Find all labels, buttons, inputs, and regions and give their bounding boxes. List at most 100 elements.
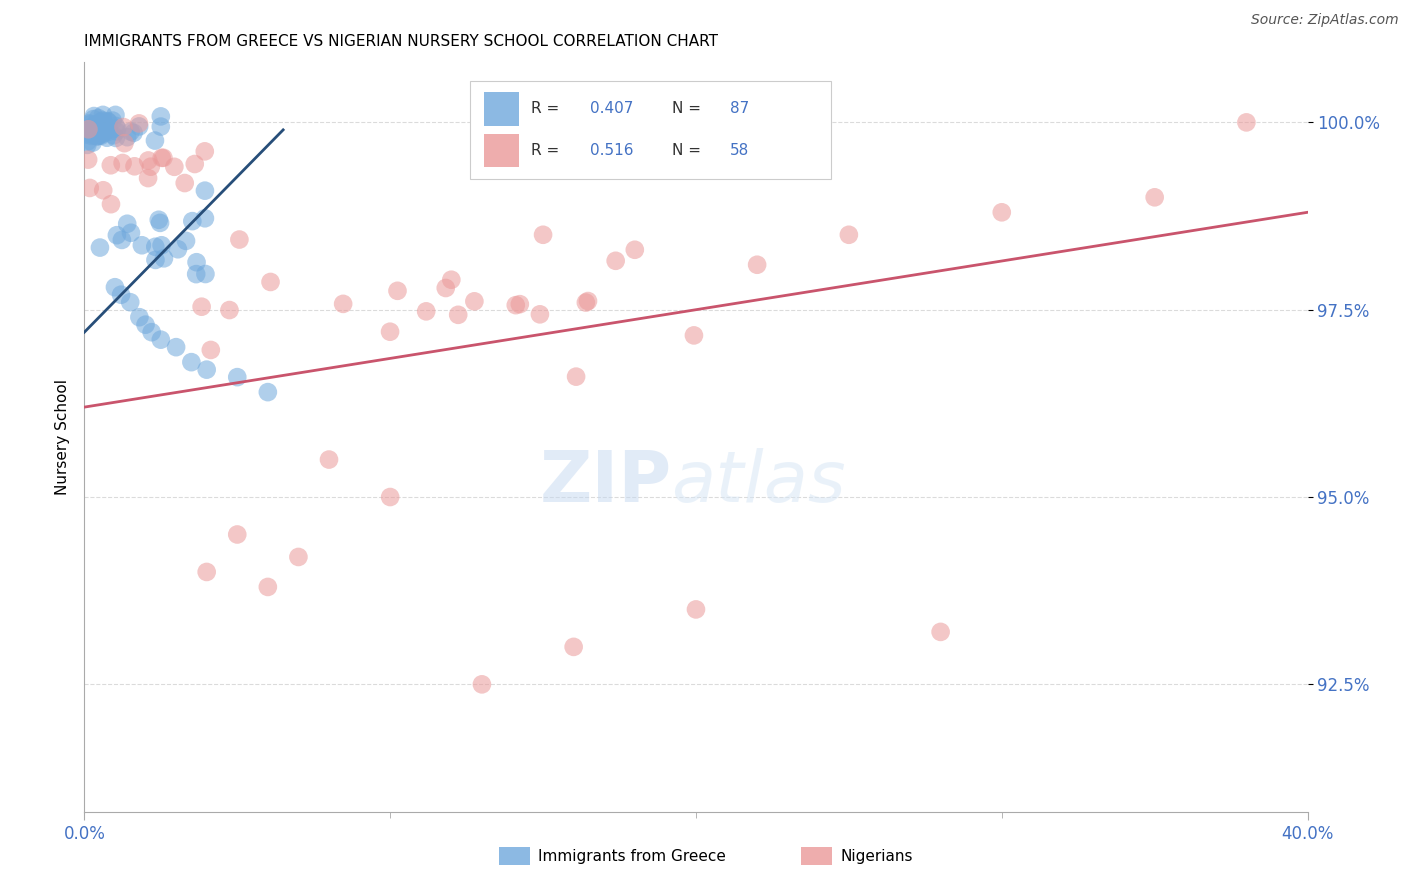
Point: [149, 120, 172, 134]
Point: [167, 242, 190, 256]
Point: [257, 385, 280, 400]
Point: [228, 233, 250, 247]
Text: R =: R =: [531, 102, 564, 116]
Point: [149, 109, 172, 123]
Point: [259, 275, 281, 289]
Point: [136, 153, 159, 168]
Point: [128, 310, 150, 325]
Point: [163, 160, 186, 174]
Point: [87, 111, 110, 125]
Point: [131, 238, 153, 252]
Point: [318, 452, 340, 467]
Point: [531, 227, 554, 242]
Point: [105, 228, 128, 243]
Point: [380, 490, 402, 504]
Point: [332, 297, 354, 311]
Bar: [470, 81, 831, 178]
Point: [91, 114, 114, 128]
Point: [194, 184, 217, 198]
Point: [165, 340, 187, 354]
Point: [195, 362, 218, 376]
Point: [83, 112, 105, 126]
Point: [218, 303, 240, 318]
Point: [991, 205, 1014, 219]
Point: [194, 145, 217, 159]
Point: [576, 293, 599, 308]
Point: [98, 125, 121, 139]
Point: [415, 304, 437, 318]
Point: [145, 252, 167, 267]
Point: [136, 171, 159, 186]
Text: N =: N =: [672, 143, 706, 158]
Point: [509, 297, 531, 311]
Point: [624, 243, 647, 257]
Point: [104, 108, 127, 122]
Point: [226, 370, 249, 384]
Text: ZIP: ZIP: [540, 448, 672, 516]
Text: R =: R =: [531, 143, 564, 158]
Point: [605, 253, 627, 268]
Point: [87, 128, 110, 143]
Point: [105, 124, 128, 138]
Point: [257, 580, 280, 594]
Point: [184, 157, 207, 171]
Point: [89, 116, 111, 130]
Point: [86, 120, 108, 135]
Point: [149, 216, 172, 230]
Point: [186, 255, 208, 269]
Point: [128, 120, 150, 134]
Point: [91, 183, 114, 197]
Point: [87, 124, 110, 138]
Point: [226, 527, 249, 541]
Point: [96, 114, 118, 128]
Point: [141, 325, 163, 339]
Point: [287, 549, 309, 564]
Point: [128, 116, 150, 130]
Point: [86, 120, 108, 134]
Point: [562, 640, 585, 654]
Point: [104, 280, 127, 294]
Text: IMMIGRANTS FROM GREECE VS NIGERIAN NURSERY SCHOOL CORRELATION CHART: IMMIGRANTS FROM GREECE VS NIGERIAN NURSE…: [84, 34, 718, 49]
Point: [91, 108, 114, 122]
Point: [120, 295, 142, 310]
Point: [100, 158, 122, 172]
Point: [139, 160, 162, 174]
Point: [110, 287, 132, 301]
Text: Immigrants from Greece: Immigrants from Greece: [538, 849, 727, 863]
Point: [150, 151, 173, 165]
Point: [1143, 190, 1166, 204]
Point: [89, 241, 111, 255]
Point: [80, 128, 103, 143]
Point: [105, 121, 128, 136]
Point: [194, 211, 217, 226]
Point: [471, 677, 494, 691]
Text: 0.407: 0.407: [589, 102, 633, 116]
Point: [76, 135, 98, 149]
Point: [173, 176, 195, 190]
Point: [838, 227, 860, 242]
Point: [79, 120, 101, 135]
Point: [387, 284, 409, 298]
Point: [152, 151, 174, 165]
Point: [90, 127, 112, 141]
Point: [378, 325, 401, 339]
Point: [463, 294, 485, 309]
Point: [86, 129, 108, 144]
Point: [112, 120, 135, 134]
Point: [79, 117, 101, 131]
Point: [929, 624, 952, 639]
Text: Source: ZipAtlas.com: Source: ZipAtlas.com: [1251, 13, 1399, 28]
Point: [77, 122, 100, 136]
Point: [77, 116, 100, 130]
Point: [111, 156, 134, 170]
Point: [148, 212, 170, 227]
Point: [565, 369, 588, 384]
Point: [120, 125, 142, 139]
Point: [120, 226, 142, 240]
Point: [747, 258, 769, 272]
Point: [87, 129, 110, 144]
Point: [114, 136, 136, 151]
Point: [89, 116, 111, 130]
Point: [93, 120, 115, 134]
Point: [97, 121, 120, 136]
